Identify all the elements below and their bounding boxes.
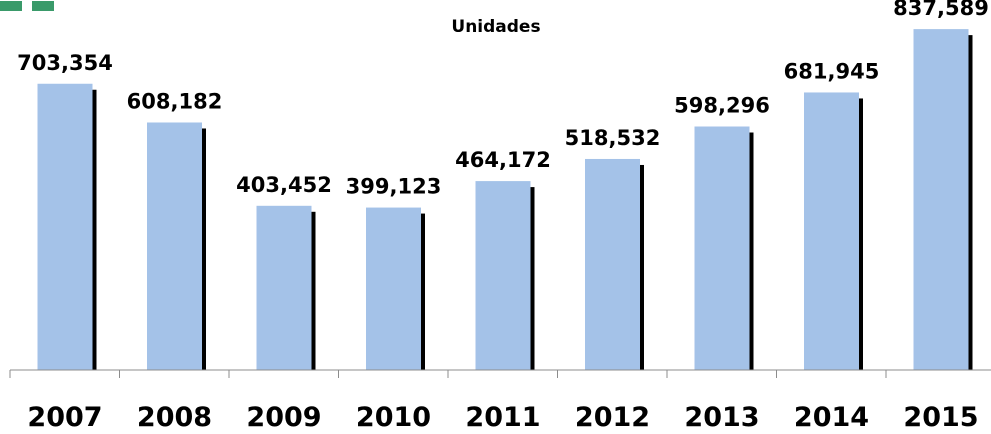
x-tick-label: 2009 — [246, 402, 321, 433]
bar-shadow — [421, 213, 425, 370]
x-tick-label: 2008 — [137, 402, 212, 433]
bar — [694, 126, 750, 370]
data-label: 403,452 — [236, 173, 332, 197]
bar — [366, 207, 421, 370]
bar-shadow — [640, 164, 644, 370]
data-label: 518,532 — [565, 126, 661, 150]
bar-shadow — [749, 132, 754, 370]
x-tick-label: 2007 — [27, 402, 102, 433]
bar — [585, 158, 640, 370]
bar — [147, 122, 202, 370]
bar-shadow — [530, 187, 535, 370]
x-tick-label: 2014 — [794, 402, 869, 433]
x-tick-label: 2013 — [684, 402, 759, 433]
data-label: 598,296 — [674, 94, 770, 118]
bar-shadow — [311, 211, 316, 370]
bar-shadow — [859, 98, 863, 371]
x-tick-label: 2015 — [903, 402, 978, 433]
data-label: 608,182 — [127, 89, 223, 113]
x-tick-label: 2010 — [356, 402, 431, 433]
x-tick-label: 2011 — [465, 402, 540, 433]
bar — [804, 92, 859, 371]
data-label: 837,589 — [893, 0, 989, 20]
bar — [913, 29, 969, 370]
bar — [37, 83, 93, 370]
data-label: 399,123 — [346, 175, 442, 199]
x-tick-label: 2012 — [575, 402, 650, 433]
bar — [256, 205, 312, 370]
bar-shadow — [92, 89, 97, 370]
corner-decoration — [0, 0, 80, 14]
data-label: 703,354 — [17, 51, 113, 75]
bar-shadow — [968, 35, 973, 370]
bar-shadow — [202, 128, 206, 370]
data-label: 464,172 — [455, 148, 551, 172]
bar — [475, 181, 531, 370]
chart-title: Unidades — [451, 17, 540, 37]
data-label: 681,945 — [784, 59, 880, 83]
